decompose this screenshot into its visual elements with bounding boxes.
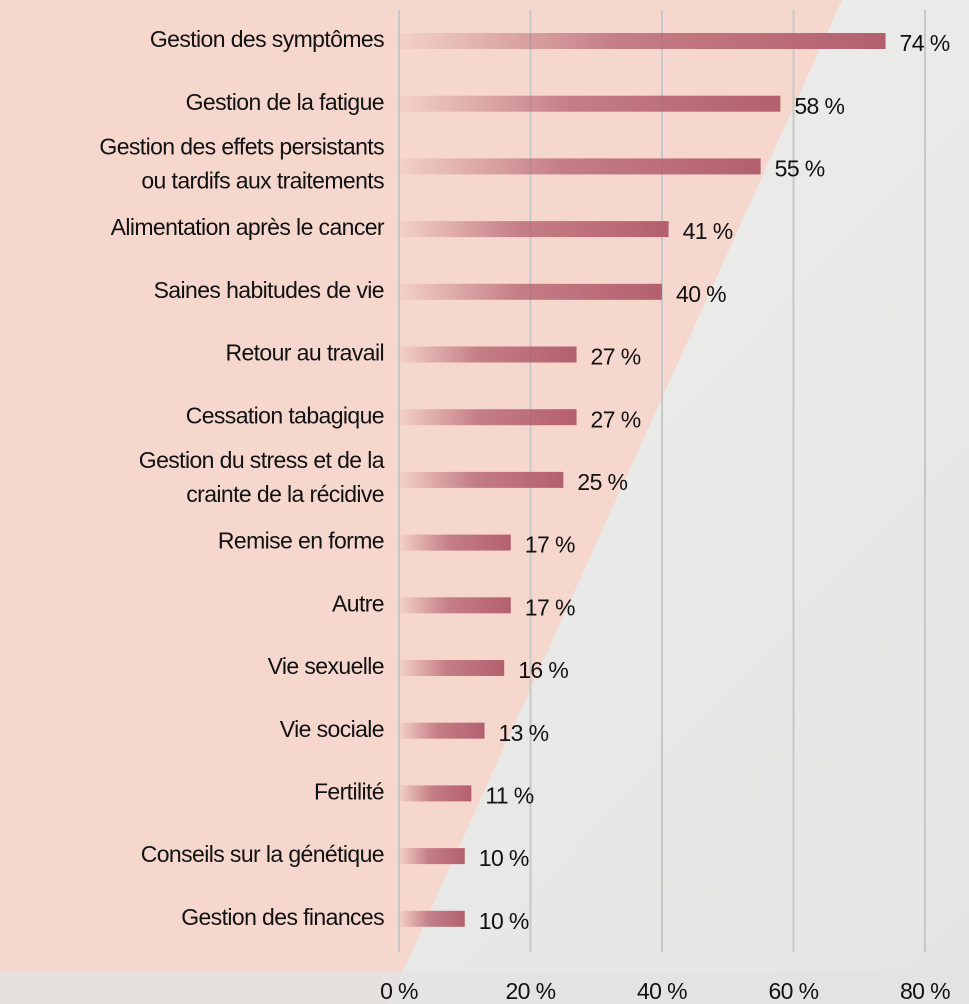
category-label: Gestion de la fatigue: [186, 89, 384, 115]
bar: [399, 910, 465, 927]
value-label: 41 %: [683, 218, 733, 244]
bar: [399, 534, 511, 551]
axis-strip: [0, 972, 969, 1004]
value-label: 17 %: [525, 532, 575, 558]
value-label: 10 %: [479, 908, 529, 934]
value-label: 10 %: [479, 845, 529, 871]
bar: [399, 158, 761, 175]
value-label: 17 %: [525, 594, 575, 620]
x-tick-label: 80 %: [900, 978, 950, 1004]
x-tick-label: 20 %: [505, 978, 555, 1004]
bar: [399, 221, 669, 238]
x-tick-label: 40 %: [637, 978, 687, 1004]
category-label: Vie sexuelle: [268, 653, 384, 679]
category-label: Autre: [332, 590, 384, 616]
bar: [399, 346, 577, 363]
value-label: 74 %: [900, 30, 950, 56]
category-label: Alimentation après le cancer: [111, 214, 385, 240]
category-label: Saines habitudes de vie: [154, 277, 384, 303]
bar: [399, 471, 564, 488]
bar: [399, 597, 511, 614]
category-label: Gestion du stress et de la crainte de la …: [139, 447, 385, 507]
category-label: Vie sociale: [280, 716, 384, 742]
category-label: Gestion des finances: [181, 904, 384, 930]
category-label: Conseils sur la génétique: [141, 841, 384, 867]
bar: [399, 409, 577, 426]
category-label: Gestion des effets persistants ou tardifs…: [99, 133, 384, 193]
bar: [399, 95, 781, 112]
value-label: 55 %: [775, 155, 825, 181]
bar: [399, 785, 472, 802]
category-label: Gestion des symptômes: [150, 26, 384, 52]
bar: [399, 848, 465, 865]
bar: [399, 660, 505, 676]
value-label: 16 %: [518, 657, 568, 683]
bar: [399, 722, 485, 739]
category-label: Remise en forme: [218, 528, 384, 554]
category-label: Retour au travail: [225, 340, 384, 366]
x-tick-label: 60 %: [768, 978, 818, 1004]
value-label: 58 %: [794, 93, 844, 119]
value-label: 40 %: [676, 281, 726, 307]
bar: [399, 283, 662, 300]
background-panel: [0, 0, 842, 1004]
value-label: 13 %: [498, 720, 548, 746]
category-label: Fertilité: [314, 778, 384, 804]
value-label: 27 %: [591, 344, 641, 370]
category-label: Cessation tabagique: [186, 402, 384, 428]
value-label: 27 %: [591, 406, 641, 432]
bar: [399, 33, 886, 49]
x-tick-label: 0 %: [380, 978, 418, 1004]
value-label: 25 %: [577, 469, 627, 495]
value-label: 11 %: [485, 782, 533, 808]
